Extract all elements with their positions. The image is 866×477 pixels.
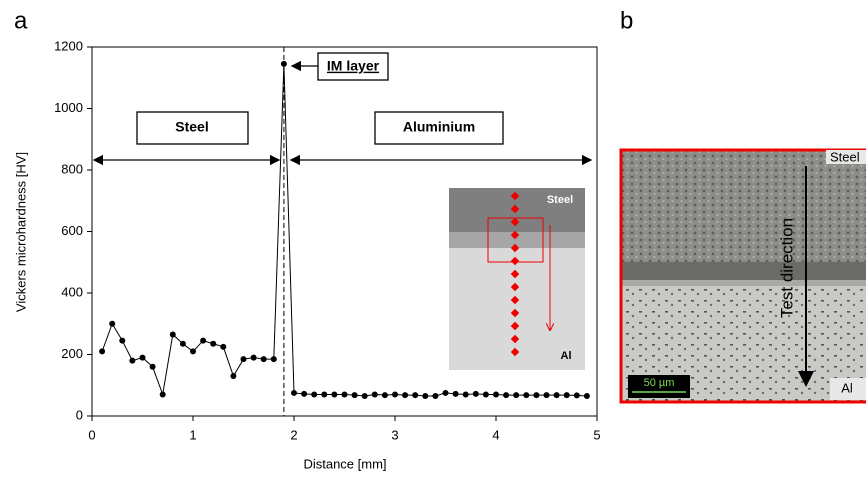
micrograph-label: Test direction (777, 218, 796, 318)
data-point (513, 392, 520, 399)
data-point (220, 343, 227, 350)
data-point (250, 354, 257, 361)
inset-label: Steel (547, 194, 573, 206)
data-point (523, 392, 530, 399)
data-point (422, 393, 429, 400)
inset-dot (510, 256, 520, 266)
data-point (543, 392, 550, 399)
y-tick-label: 200 (61, 346, 83, 361)
data-point (311, 391, 318, 398)
x-tick-label: 2 (290, 427, 297, 442)
micrograph: Steel Test direction 50 µm Al (619, 148, 866, 404)
micrograph-label: Al (841, 380, 853, 395)
data-point (392, 391, 398, 398)
data-point (452, 390, 459, 397)
data-point (583, 393, 590, 400)
x-tick-label: 5 (593, 427, 600, 442)
data-point (351, 392, 358, 399)
data-point (159, 391, 166, 398)
data-point (260, 356, 267, 363)
data-point (503, 392, 510, 399)
data-point (563, 392, 570, 399)
annotation-box (317, 52, 389, 81)
data-point (190, 348, 196, 355)
x-tick-label: 1 (189, 427, 196, 442)
data-point (573, 392, 580, 399)
panel-label: b (620, 7, 633, 34)
annotation-box (374, 111, 504, 145)
inset-dot (510, 334, 520, 344)
data-point (493, 391, 499, 398)
data-point (402, 392, 409, 399)
inset-dot (510, 269, 520, 279)
inset: Steel Al (449, 188, 585, 370)
data-point (129, 357, 136, 364)
data-point (301, 390, 308, 397)
scale-label: 50 µm (644, 377, 675, 389)
data-point (99, 348, 106, 355)
data-point (361, 393, 368, 400)
data-point (210, 340, 217, 347)
panel-label: a (14, 7, 28, 34)
data-point (472, 390, 479, 397)
micrograph-label: Steel (830, 149, 860, 164)
inset-dot (510, 321, 520, 331)
data-point (442, 389, 449, 396)
y-tick-label: 1200 (54, 38, 83, 53)
annotation-box (136, 111, 249, 145)
data-point (381, 392, 388, 399)
data-point (371, 391, 378, 398)
x-tick-label: 0 (88, 427, 95, 442)
data-point (200, 337, 207, 344)
data-point (291, 389, 297, 396)
x-tick-label: 3 (391, 427, 398, 442)
data-point (270, 356, 277, 363)
inset-label: Al (561, 350, 572, 362)
inset-dot (510, 308, 520, 318)
inset-dot (510, 295, 520, 305)
data-point (119, 337, 126, 344)
y-axis-label: Vickers microhardness [HV] (13, 152, 28, 312)
data-point (331, 391, 338, 398)
data-point (149, 363, 156, 370)
data-point (169, 331, 176, 338)
y-tick-label: 0 (76, 407, 83, 422)
y-tick-label: 1000 (54, 100, 83, 115)
x-axis-label: Distance [mm] (303, 456, 386, 471)
y-tick-label: 800 (61, 161, 83, 176)
annotation: IM layer (327, 58, 380, 74)
x-tick-label: 4 (492, 427, 499, 442)
inset-dot (510, 282, 520, 292)
data-point (462, 391, 469, 398)
annotation: Aluminium (403, 119, 475, 135)
data-point (412, 392, 419, 399)
y-tick-label: 600 (61, 223, 83, 238)
data-point (432, 393, 439, 400)
plot-area: 0 200 400 600 800 1000 1200 0 1 2 3 4 5 (54, 38, 601, 442)
inset-dot (510, 347, 520, 357)
data-point (179, 340, 186, 347)
data-point (553, 392, 560, 399)
data-point (533, 392, 540, 399)
annotation: Steel (175, 119, 208, 135)
data-point (230, 373, 237, 380)
data-point (109, 320, 116, 327)
y-tick-label: 400 (61, 284, 83, 299)
data-point (482, 391, 489, 398)
data-point (280, 60, 287, 67)
data-point (240, 356, 247, 363)
data-point (139, 354, 146, 361)
data-point (321, 391, 328, 398)
data-point (341, 391, 348, 398)
